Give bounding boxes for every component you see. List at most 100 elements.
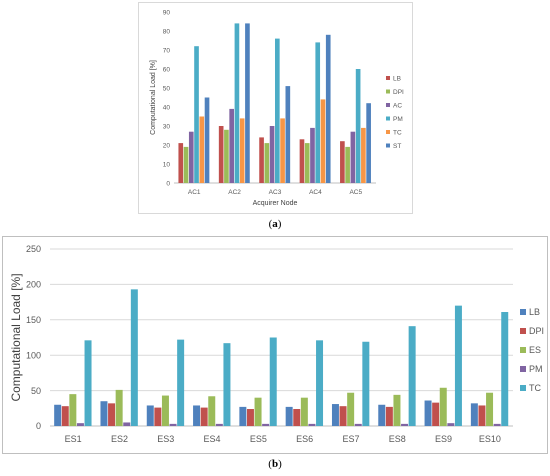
legend-label-pm: PM: [393, 116, 403, 123]
legend-label-es: ES: [529, 345, 541, 355]
bar-tc-es1: [84, 340, 92, 426]
legend-label-st: ST: [393, 143, 401, 150]
x-tick-label: AC4: [309, 189, 322, 196]
bar-pm-es10: [493, 423, 501, 426]
legend-label-dpi: DPI: [393, 89, 404, 96]
chart-a: 0 10 20 30 40 50 60 70 80 90 AC1 AC2 AC3 AC4 AC5 Comput…: [138, 2, 413, 214]
y-tick-label: 100: [26, 350, 41, 360]
bar-tc-es5: [269, 337, 277, 426]
chart-a-caption-letter: a: [272, 218, 278, 230]
x-tick-label: AC2: [228, 189, 241, 196]
bar-dpi-es9: [432, 402, 440, 426]
x-tick-label: ES2: [111, 434, 128, 444]
y-tick-label: 60: [163, 66, 171, 73]
bar-lb-ac2: [218, 126, 224, 183]
chart-b-svg: 0 50 100 150 200 250 ES1 ES2 ES3 ES4 ES5 ES6 ES7 ES8 E…: [9, 244, 544, 444]
legend-swatch-pm: [386, 116, 390, 121]
legend-swatch-pm: [520, 366, 526, 372]
bar-es-es7: [347, 392, 355, 426]
bar-ac-ac3: [269, 126, 275, 183]
y-tick-label: 80: [163, 28, 171, 35]
bar-es-es8: [393, 394, 401, 426]
bar-pm-es2: [123, 422, 131, 426]
y-axis-label: Computational Load [%]: [150, 60, 157, 135]
bar-lb-ac4: [299, 139, 305, 183]
legend-swatch-lb: [520, 309, 526, 315]
bar-st-ac5: [366, 103, 371, 183]
bar-ac-ac2: [229, 108, 234, 183]
bar-lb-es7: [331, 404, 339, 426]
bar-dpi-es6: [293, 409, 301, 426]
y-tick-label: 30: [163, 123, 171, 130]
bar-pm-ac2: [234, 23, 240, 184]
bar-dpi-es1: [61, 406, 69, 426]
x-tick-label: ES8: [389, 434, 406, 444]
bar-tc-ac4: [320, 99, 326, 183]
bar-st-ac4: [325, 34, 331, 183]
bar-dpi-es5: [246, 409, 254, 426]
bar-lb-ac1: [178, 143, 184, 183]
bar-tc-ac2: [239, 118, 245, 183]
bar-dpi-es8: [385, 406, 393, 426]
bar-dpi-ac3: [264, 143, 270, 183]
bar-lb-es2: [100, 401, 108, 426]
bar-lb-es8: [378, 404, 386, 426]
bar-es-es10: [486, 392, 494, 426]
bar-lb-es10: [470, 403, 478, 426]
chart-b: 0 50 100 150 200 250 ES1 ES2 ES3 ES4 ES5 ES6 ES7 ES8 E…: [2, 236, 548, 454]
y-tick-label: 50: [163, 85, 171, 92]
legend-label-tc: TC: [393, 129, 402, 136]
legend-swatch-st: [386, 143, 390, 148]
bar-lb-es1: [54, 404, 62, 426]
x-tick-label: ES4: [204, 434, 221, 444]
x-tick-label: ES9: [435, 434, 452, 444]
y-tick-label: 40: [163, 104, 171, 111]
bar-pm-ac4: [315, 42, 321, 184]
bar-es-es5: [254, 397, 262, 426]
x-tick-label: ES7: [342, 434, 359, 444]
bar-pm-es8: [401, 423, 409, 426]
bar-st-ac1: [204, 97, 210, 183]
bar-st-ac3: [285, 86, 291, 183]
y-tick-label: 90: [163, 9, 171, 16]
bar-es-es9: [439, 387, 447, 426]
chart-a-svg: 0 10 20 30 40 50 60 70 80 90 AC1 AC2 AC3 AC4 AC5 Comput…: [150, 9, 404, 207]
x-tick-label: AC5: [349, 189, 362, 196]
bar-ac-ac4: [310, 127, 315, 183]
bar-tc-ac1: [199, 116, 205, 183]
bar-dpi-ac5: [345, 146, 350, 183]
bar-dpi-es4: [200, 407, 208, 426]
bar-pm-es1: [76, 423, 84, 426]
legend-label-pm: PM: [529, 364, 543, 374]
legend-swatch-ac: [386, 103, 390, 107]
y-axis-label: Computational Load [%]: [9, 273, 23, 401]
bar-lb-es5: [239, 406, 247, 426]
bar-dpi-es10: [478, 405, 486, 426]
y-tick-label: 0: [166, 180, 170, 187]
bar-pm-es5: [262, 423, 270, 426]
bar-es-es2: [115, 389, 123, 426]
chart-b-caption-letter: b: [271, 458, 279, 470]
x-tick-label: AC1: [188, 189, 201, 196]
bar-pm-ac1: [194, 46, 199, 184]
bar-lb-es6: [285, 406, 293, 426]
bar-es-es4: [208, 396, 216, 426]
legend-label-tc: TC: [529, 383, 541, 393]
y-tick-label: 20: [163, 142, 171, 149]
y-tick-label: 200: [26, 280, 41, 290]
bar-pm-es3: [169, 423, 177, 426]
bar-pm-es6: [308, 423, 316, 426]
x-tick-label: ES5: [250, 434, 267, 444]
bar-dpi-es3: [154, 407, 162, 426]
legend-label-lb: LB: [529, 307, 540, 317]
bar-ac-ac1: [188, 131, 194, 183]
bar-tc-es9: [454, 305, 462, 426]
x-axis-label: Acquirer Node: [253, 200, 298, 207]
bar-tc-es3: [177, 339, 185, 426]
bar-pm-es4: [215, 423, 223, 426]
chart-a-caption: (a): [268, 218, 282, 230]
legend-swatch-tc: [386, 130, 390, 134]
bar-lb-es3: [146, 405, 154, 426]
bar-tc-ac5: [361, 127, 366, 183]
bar-dpi-ac4: [304, 143, 310, 183]
